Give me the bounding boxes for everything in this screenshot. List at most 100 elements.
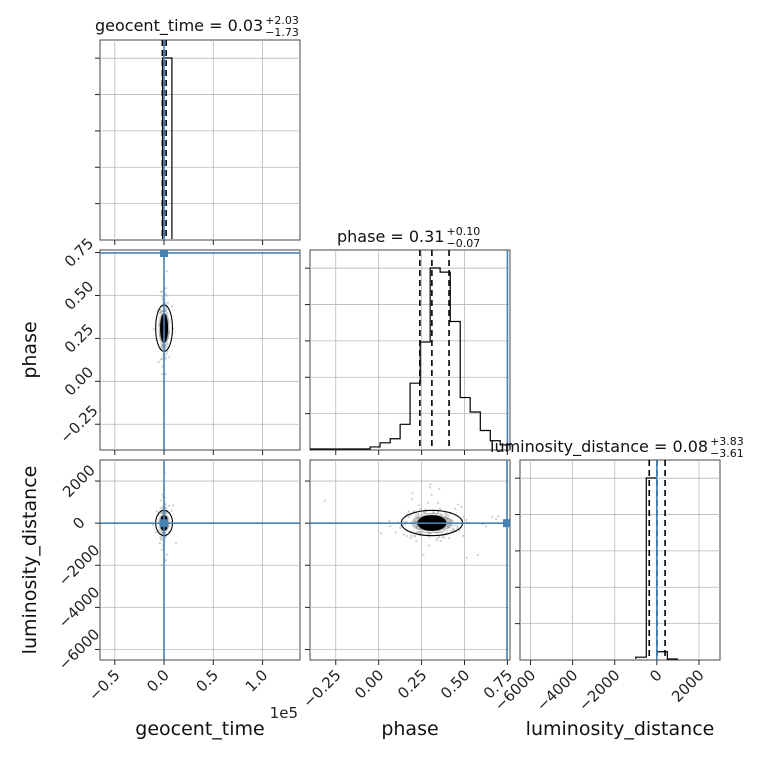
hist-phase: [310, 267, 511, 450]
sample-point: [155, 510, 158, 513]
sample-point: [465, 518, 468, 522]
ytick-label-luminosity_distance-3: 0: [69, 513, 88, 532]
sample-point: [323, 499, 327, 502]
xtick-label-luminosity_distance-3: 0: [646, 666, 665, 685]
samples-geocent_time-luminosity_distance: [100, 460, 300, 660]
sample-point: [159, 309, 162, 313]
sample-point: [437, 501, 440, 505]
ytick-label-phase-0: −0.25: [56, 402, 101, 447]
sample-point: [439, 507, 442, 510]
sample-point: [159, 538, 163, 541]
sample-point: [165, 287, 168, 290]
sample-point: [491, 515, 494, 518]
sample-point: [427, 531, 430, 534]
truth-marker-geocent_time-phase: [160, 250, 169, 257]
sample-point: [446, 517, 449, 520]
xlabel-luminosity_distance: luminosity_distance: [526, 718, 715, 740]
sample-point: [402, 523, 405, 526]
hist-panel-luminosity_distance: [519, 459, 721, 661]
sample-point: [161, 290, 164, 293]
truth-marker-geocent_time-luminosity_distance: [160, 519, 169, 528]
sample-point: [167, 504, 171, 507]
sample-point: [484, 525, 488, 528]
sample-point: [445, 513, 448, 516]
sample-point: [389, 525, 392, 528]
ylabel-phase: phase: [19, 321, 41, 378]
xtick-label-geocent_time-0: −0.5: [85, 666, 123, 704]
sample-point: [450, 529, 453, 532]
title-main-geocent_time: geocent_time = 0.03: [95, 16, 263, 36]
sample-point: [161, 493, 164, 496]
ytick-label-phase-4: 0.75: [61, 234, 97, 270]
sample-point: [170, 305, 174, 308]
sample-point: [456, 503, 460, 506]
sample-point: [416, 512, 420, 515]
sample-point: [164, 559, 168, 562]
sample-point: [443, 512, 447, 515]
sample-point: [388, 520, 391, 523]
sample-point: [160, 295, 163, 298]
xlabel-phase: phase: [381, 718, 438, 740]
sample-point: [165, 511, 168, 514]
sample-point: [436, 511, 440, 514]
sample-point: [164, 308, 167, 311]
sample-point: [441, 536, 444, 539]
hist-panel-geocent_time: [99, 39, 301, 241]
sample-point: [441, 531, 444, 534]
truth-marker-phase-luminosity_distance: [503, 519, 510, 528]
sample-point: [427, 501, 430, 504]
sample-point: [151, 523, 155, 526]
title-phase: phase = 0.31 +0.10−0.07: [337, 225, 480, 250]
sample-point: [158, 312, 162, 315]
sample-point: [406, 534, 409, 538]
sample-point: [166, 345, 169, 348]
title-plus-geocent_time: +2.03: [265, 14, 299, 27]
sample-point: [419, 508, 422, 511]
title-minus-phase: −0.07: [446, 237, 480, 250]
sample-point: [411, 491, 414, 495]
sample-point: [454, 507, 457, 510]
sample-point: [415, 526, 418, 530]
sample-point: [422, 511, 426, 514]
title-plus-phase: +0.10: [446, 225, 480, 238]
xtick-label-phase-0: −0.25: [299, 666, 344, 711]
xtick-label-luminosity_distance-4: 2000: [668, 666, 708, 706]
sample-point: [410, 498, 414, 501]
sample-point: [161, 365, 164, 368]
panel-phase-luminosity_distance: [309, 459, 511, 661]
sample-point: [166, 301, 169, 304]
sample-point: [422, 553, 425, 556]
ytick-label-phase-3: 0.50: [61, 277, 97, 313]
title-minus-luminosity_distance: −3.61: [710, 447, 744, 460]
sample-point: [165, 270, 168, 273]
sample-point: [414, 520, 417, 523]
sample-point: [152, 328, 155, 331]
sample-point: [174, 542, 177, 545]
sample-point: [418, 530, 421, 534]
panel-geocent_time-luminosity_distance: [99, 459, 301, 661]
title-luminosity_distance: luminosity_distance = 0.08 +3.83−3.61: [490, 435, 744, 460]
sample-point: [165, 506, 168, 509]
sample-point: [164, 372, 167, 376]
sample-point: [380, 532, 383, 535]
sample-point: [447, 514, 450, 517]
sample-point: [432, 511, 435, 514]
xtick-label-geocent_time-1: 0.0: [143, 666, 173, 696]
sample-point: [407, 515, 410, 518]
sample-point: [170, 509, 173, 512]
sample-point: [456, 527, 459, 530]
title-plus-luminosity_distance: +3.83: [710, 435, 744, 448]
sample-point: [409, 536, 412, 540]
samples-phase-luminosity_distance: [310, 460, 510, 660]
sample-point: [430, 493, 433, 496]
xtick-label-phase-1: 0.00: [351, 666, 387, 702]
sample-point: [399, 526, 402, 529]
sample-point: [413, 534, 416, 538]
sample-point: [158, 542, 161, 545]
sample-point: [417, 516, 420, 519]
title-geocent_time: geocent_time = 0.03 +2.03−1.73: [95, 14, 299, 39]
sample-point: [161, 373, 164, 376]
sample-point: [407, 510, 410, 513]
sample-point: [476, 553, 479, 557]
